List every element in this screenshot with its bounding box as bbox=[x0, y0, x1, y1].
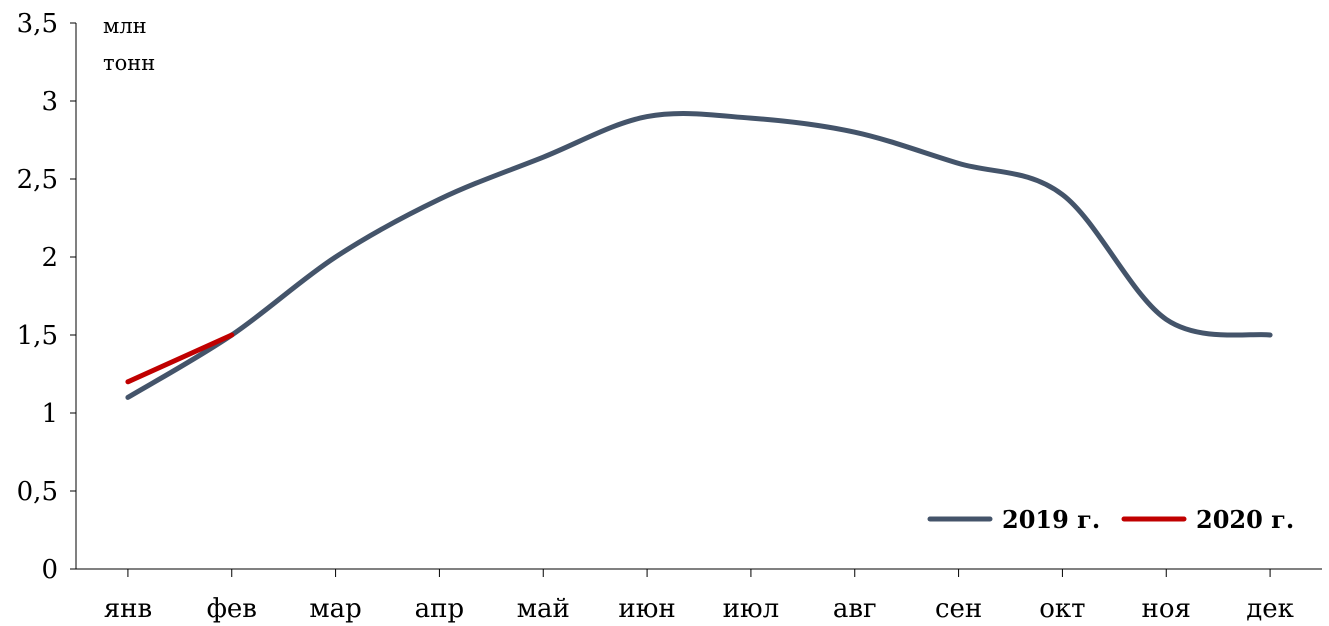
y-tick-label: 0 bbox=[41, 555, 58, 585]
x-tick-label: сен bbox=[935, 594, 982, 624]
x-tick-label: авг bbox=[833, 594, 877, 624]
x-tick-label: апр bbox=[415, 594, 464, 624]
x-tick-label: май bbox=[517, 594, 570, 624]
x-tick-label: фев bbox=[207, 594, 257, 624]
series-line-2020 bbox=[125, 332, 235, 385]
x-tick-label: июл bbox=[723, 594, 779, 624]
y-tick-label: 0,5 bbox=[17, 477, 58, 507]
y-tick-label: 3 bbox=[41, 87, 58, 117]
y-tick-label: 2,5 bbox=[17, 165, 58, 195]
y-tick-label: 1 bbox=[41, 399, 58, 429]
y-axis-tick-labels: 0 0,5 1 1,5 2 2,5 3 3,5 bbox=[17, 9, 58, 585]
legend: 2019 г. 2020 г. bbox=[927, 505, 1294, 534]
x-axis-tick-labels: янв фев мар апр май июн июл авг сен окт ноя дек bbox=[104, 594, 1294, 624]
legend-label-2019: 2019 г. bbox=[1002, 505, 1100, 534]
y-unit-label-line1: млн bbox=[103, 14, 147, 38]
axes bbox=[70, 22, 1322, 577]
x-tick-label: окт bbox=[1039, 594, 1085, 624]
legend-label-2020: 2020 г. bbox=[1196, 505, 1294, 534]
y-tick-label: 2 bbox=[41, 243, 58, 273]
x-tick-label: дек bbox=[1246, 594, 1294, 624]
x-tick-label: мар bbox=[309, 594, 361, 624]
x-tick-label: янв bbox=[104, 594, 152, 624]
y-tick-label: 1,5 bbox=[17, 321, 58, 351]
series-line-2019 bbox=[125, 111, 1273, 400]
y-tick-label: 3,5 bbox=[17, 9, 58, 39]
y-unit-label-line2: тонн bbox=[103, 51, 155, 75]
x-tick-label: июн bbox=[618, 594, 675, 624]
x-tick-label: ноя bbox=[1142, 594, 1191, 624]
series-lines bbox=[125, 111, 1273, 400]
